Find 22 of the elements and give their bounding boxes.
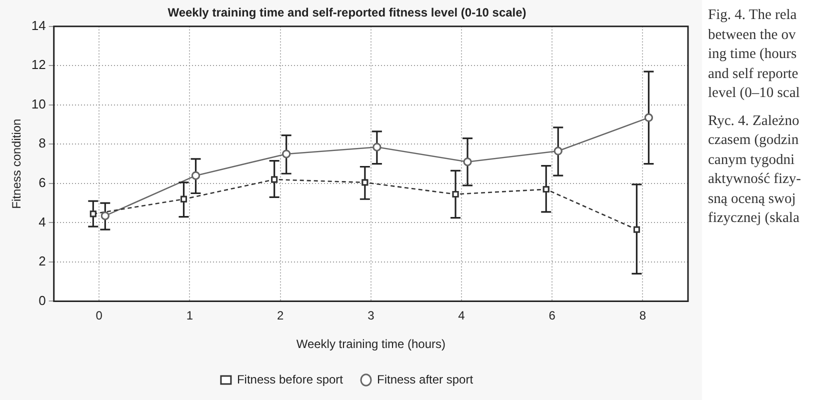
y-tick-label: 8 [38, 136, 46, 151]
x-tick-label: 1 [186, 308, 194, 323]
x-axis-title: Weekly training time (hours) [296, 337, 446, 352]
y-tick-label: 14 [31, 18, 46, 33]
x-tick-label: 2 [276, 308, 284, 323]
chart-title: Weekly training time and self-reported fitness level (0-10 scale) [168, 6, 526, 20]
y-tick-label: 6 [38, 175, 46, 190]
y-tick-label: 4 [38, 214, 46, 230]
x-tick-label: 0 [96, 308, 103, 323]
x-tick-label: 3 [368, 308, 375, 323]
legend-label: Fitness after sport [377, 372, 474, 386]
y-tick-label: 10 [31, 96, 46, 112]
x-tick-label: 6 [548, 308, 556, 323]
y-tick-label: 0 [38, 292, 46, 308]
x-tick-label: 4 [458, 308, 466, 323]
x-tick-label: 8 [639, 308, 646, 323]
text: Ryc. 4. Zależno czasem (godzin canym tygodni aktywność fizy- sną oceną swoj fizycznej (skala [708, 112, 802, 228]
caption: Fig. 4. The rela between the ov ing time (hours and self reporte level (0–10 scal [708, 6, 801, 103]
y-tick-label: 12 [31, 57, 46, 72]
y-tick-label: 2 [38, 254, 46, 269]
y-axis-title: Fitness condition [10, 118, 24, 209]
legend-label: Fitness before sport [236, 372, 344, 386]
